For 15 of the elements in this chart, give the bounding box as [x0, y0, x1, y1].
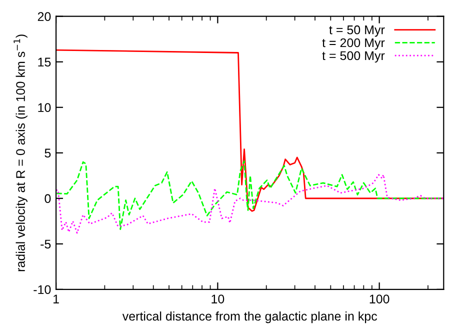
- y-tick-label: 5: [44, 148, 51, 158]
- x-axis-title: vertical distance from the galactic plane in kpc: [122, 311, 378, 324]
- legend-label: t = 200 Myr: [322, 38, 385, 50]
- y-tick-label: -10: [34, 285, 51, 294]
- y-tick-label: 10: [38, 103, 51, 112]
- y-axis-title: radial velocity at R = 0 axis (in 100 km s$^{−1}$): [14, 34, 28, 272]
- x-tick-label: 100: [370, 294, 390, 304]
- y-tick-label: 20: [38, 12, 51, 21]
- legend-label: t = 500 Myr: [322, 51, 385, 63]
- y-tick-label: -5: [40, 240, 51, 249]
- legend-label: t = 50 Myr: [329, 25, 385, 37]
- y-tick-label: 15: [38, 58, 51, 67]
- x-tick-label: 10: [212, 294, 224, 304]
- y-tick-label: 0: [44, 194, 51, 204]
- x-tick-label: 1: [54, 294, 59, 304]
